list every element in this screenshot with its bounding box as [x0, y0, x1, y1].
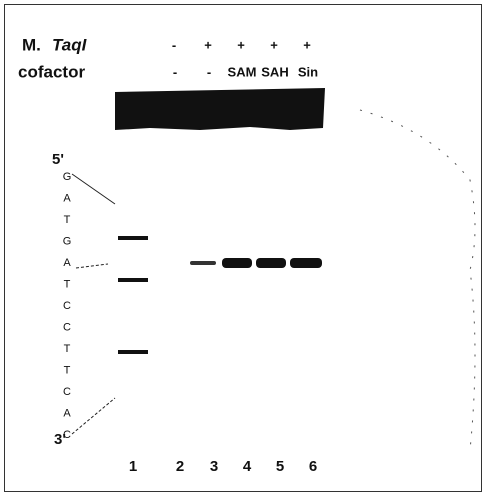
enzyme-sign: +	[303, 37, 311, 52]
cofactor-sign: Sin	[298, 64, 318, 79]
target-arrow	[75, 263, 109, 269]
sequence-base: A	[63, 407, 71, 419]
enzyme-sign: +	[270, 37, 278, 52]
lane-number: 1	[129, 458, 137, 475]
sequence-base: G	[63, 235, 72, 247]
lane-number: 2	[176, 458, 184, 475]
guide-line	[71, 397, 116, 435]
sequence-base: A	[63, 257, 71, 269]
enzyme-name: TaqI	[52, 35, 88, 54]
three-prime: 3'	[54, 431, 66, 448]
gel	[71, 88, 476, 451]
sequence-base: C	[63, 300, 71, 312]
cofactor-sign: -	[173, 64, 177, 79]
product-band	[290, 258, 322, 268]
cofactor-sign: SAM	[228, 64, 257, 79]
sequence-base: C	[63, 429, 71, 441]
frame	[4, 4, 482, 492]
ladder-band	[118, 236, 148, 240]
lane-number: 4	[243, 458, 252, 475]
five-prime: 5'	[52, 151, 64, 168]
enzyme-sign: +	[237, 37, 245, 52]
enzyme-prefix: M.	[22, 35, 41, 54]
product-band	[222, 258, 252, 268]
product-band	[256, 258, 286, 268]
sequence-base: G	[63, 171, 72, 183]
cofactor-label: cofactor	[18, 62, 85, 81]
lane-number: 6	[309, 458, 317, 475]
sequence-base: T	[64, 364, 71, 376]
sequence-base: C	[63, 321, 71, 333]
enzyme-sign: -	[172, 37, 176, 52]
product-band	[190, 261, 216, 265]
lane-number: 5	[276, 458, 284, 475]
ladder-band	[118, 278, 148, 282]
well-smear	[115, 88, 325, 130]
ladder-band	[118, 350, 148, 354]
sequence-base: T	[64, 278, 71, 290]
sequence-base: C	[63, 386, 71, 398]
lane-number: 3	[210, 458, 218, 475]
cofactor-sign: -	[207, 64, 211, 79]
sequence-base: T	[64, 214, 71, 226]
sequence-base: A	[63, 192, 71, 204]
enzyme-sign: +	[204, 37, 212, 52]
cofactor-sign: SAH	[261, 64, 288, 79]
guide-line	[71, 173, 116, 205]
sequence-base: T	[64, 343, 71, 355]
